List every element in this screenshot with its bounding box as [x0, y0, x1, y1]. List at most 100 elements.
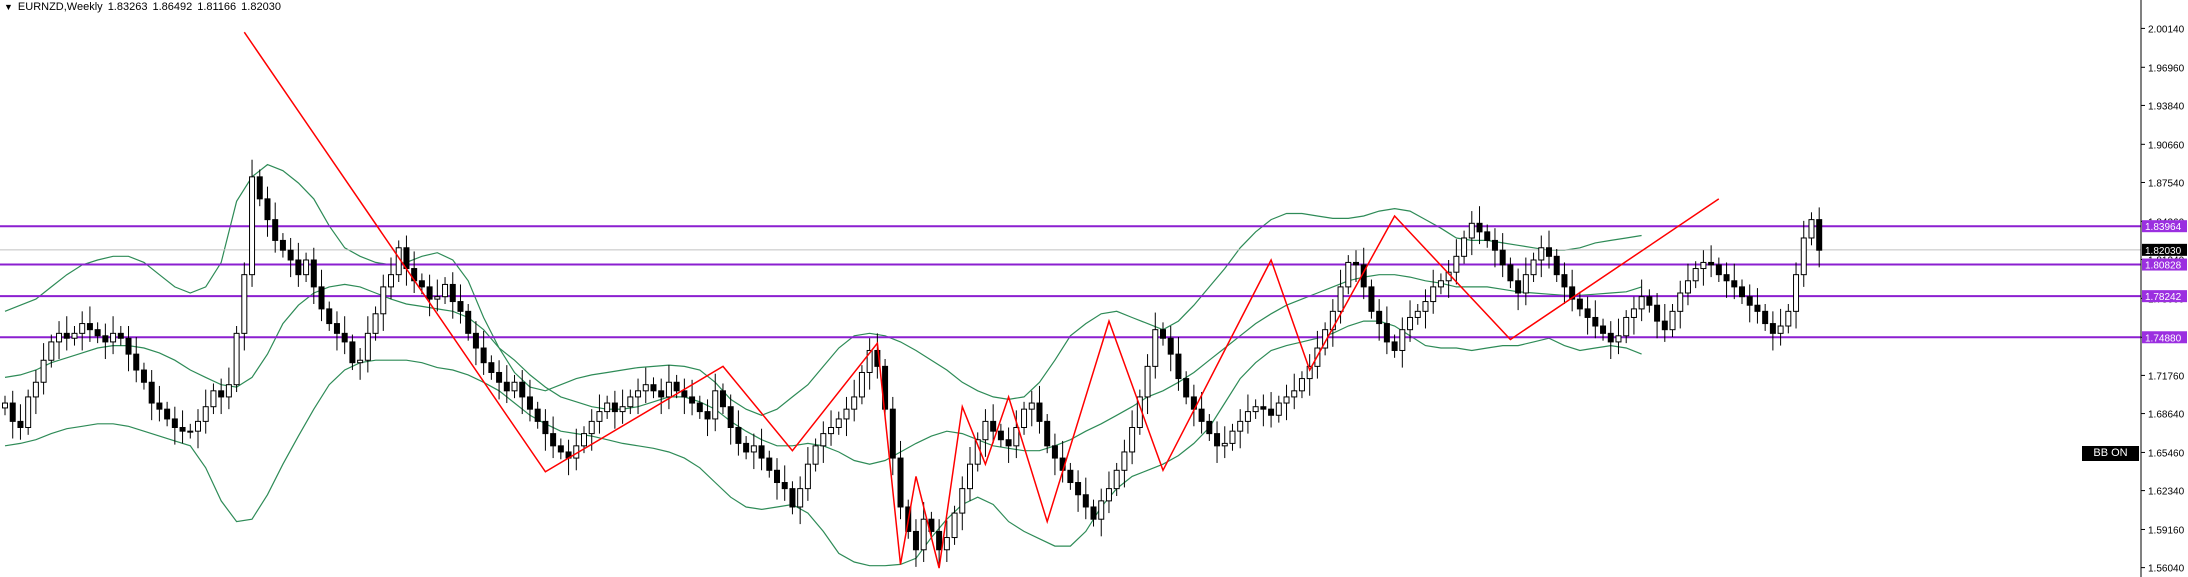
axis-tick-label: 1.65460 [2148, 448, 2185, 459]
candle-body [1376, 310, 1383, 325]
candle-body [1546, 247, 1552, 257]
candle-body [557, 445, 564, 453]
candle-body [2, 402, 8, 409]
candle-body [588, 420, 595, 435]
candle-body [63, 332, 70, 339]
candle-body [434, 296, 441, 300]
candle-body [1105, 488, 1112, 502]
candle-body [210, 390, 217, 408]
candle-body [1283, 396, 1290, 404]
candle-body [187, 430, 194, 433]
candle-body [866, 349, 873, 373]
candle-body [1468, 222, 1475, 239]
candle-body [920, 518, 927, 551]
axis-tick-label: 1.96960 [2148, 63, 2185, 74]
candle-body [1731, 280, 1738, 288]
candle-body [1098, 500, 1105, 520]
candle-body [442, 283, 449, 298]
candle-body [611, 402, 618, 413]
level-label: 1.74880 [2145, 333, 2182, 344]
candle-body [272, 219, 279, 241]
level-label-bg [2142, 290, 2187, 303]
candle-body [843, 408, 850, 420]
candle-body [673, 381, 680, 392]
horizontal-levels[interactable] [0, 225, 2141, 339]
axis-tick-label: 1.87540 [2148, 178, 2185, 189]
current-price-tag: 1.82030 [2145, 246, 2182, 257]
candle-body [1028, 402, 1035, 410]
candle-body [1491, 239, 1498, 251]
axis-tick-label: 1.90660 [2148, 140, 2185, 151]
close-value: 1.82030 [241, 1, 281, 13]
candle-body [1337, 286, 1344, 312]
candle-body [1530, 259, 1537, 276]
candle-body [704, 411, 711, 420]
candle-body [1383, 323, 1390, 343]
candle-body [1214, 433, 1221, 447]
candle-body [1329, 310, 1336, 331]
candle-body [94, 329, 101, 337]
candle-body [534, 408, 541, 422]
candle-body [1021, 408, 1028, 428]
candle-body [125, 337, 132, 355]
candle-body [1499, 249, 1506, 266]
candle-body [665, 381, 672, 398]
candle-body [774, 469, 780, 484]
candle-body [828, 426, 835, 435]
bb-on-badge[interactable]: BB ON [2082, 446, 2139, 461]
candle-body [225, 384, 232, 398]
candle-body [804, 463, 811, 490]
level-label-bg [2142, 331, 2187, 344]
candle-body [1684, 280, 1691, 294]
candle-body [341, 332, 348, 343]
candle-body [889, 408, 896, 459]
candle-body [1615, 335, 1622, 343]
candle-body [1793, 274, 1800, 312]
triangle-down-icon[interactable]: ▼ [4, 2, 13, 12]
candle-body [1291, 390, 1298, 398]
candle-body [1244, 411, 1251, 422]
candle-body [79, 323, 86, 334]
candle-body [1507, 264, 1514, 282]
candle-body [1715, 264, 1722, 276]
candle-body [1453, 255, 1460, 273]
candle-body [1075, 482, 1082, 496]
candle-body [279, 239, 286, 251]
candle-body [689, 396, 696, 404]
candle-body [1461, 237, 1468, 257]
candle-body [743, 442, 750, 453]
candle-body [851, 396, 858, 410]
candle-body [511, 381, 518, 392]
candle-body [171, 418, 178, 428]
candle-body [897, 457, 904, 508]
candle-body [357, 359, 364, 364]
candle-body [140, 369, 147, 383]
candle-body [1762, 310, 1769, 325]
candle-body [912, 530, 919, 551]
candle-body [1654, 304, 1661, 322]
candle-body [164, 408, 171, 420]
candle-body [1785, 310, 1792, 327]
candle-body [766, 457, 773, 471]
candle-body [295, 259, 302, 276]
candle-body [519, 381, 526, 398]
candle-body [457, 301, 464, 312]
candle-body [1600, 325, 1607, 334]
candle-body [117, 332, 124, 339]
candle-body [496, 371, 503, 383]
candle-body [1067, 469, 1074, 484]
symbol-label: EURNZD,Weekly [17, 1, 103, 13]
candle-body [650, 384, 657, 392]
axis-tick-label: 1.68640 [2148, 410, 2185, 421]
candle-body [1167, 337, 1174, 355]
low-value: 1.81166 [197, 1, 237, 13]
candle-body [1183, 378, 1190, 398]
candle-body [951, 512, 958, 539]
candle-body [1353, 261, 1359, 266]
candle-body [1044, 420, 1051, 447]
candle-body [1708, 261, 1715, 266]
candle-body [635, 390, 642, 398]
candle-body [318, 286, 325, 310]
